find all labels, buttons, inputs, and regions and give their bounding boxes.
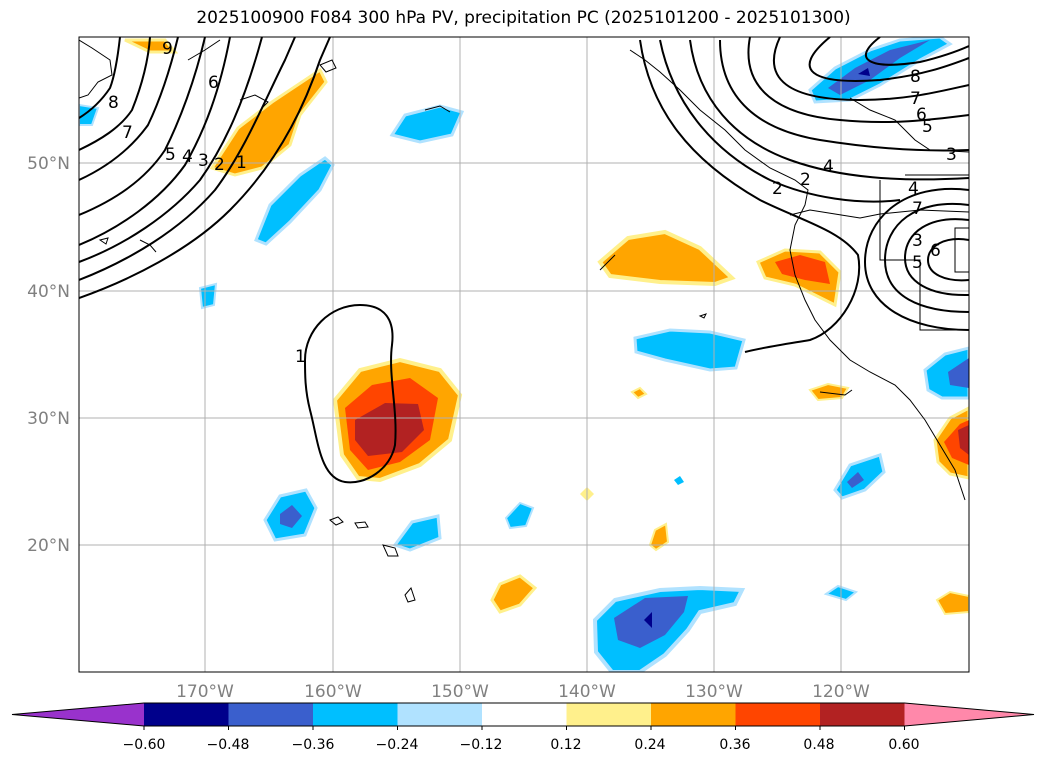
precip-negative-area xyxy=(79,103,100,126)
latitude-labels: 50°N 40°N 30°N 20°N xyxy=(27,154,70,556)
colorbar-segment xyxy=(820,703,905,726)
precip-positive-area xyxy=(355,403,424,456)
lat-tick-label: 40°N xyxy=(27,282,70,302)
lat-tick-label: 50°N xyxy=(27,154,70,174)
colorbar-segment xyxy=(313,703,398,726)
precip-negative-area xyxy=(198,282,218,310)
map-frame xyxy=(78,36,970,673)
colorbar-segment xyxy=(397,703,483,726)
contour-label: 1 xyxy=(236,153,247,173)
contour-label: 8 xyxy=(108,93,119,113)
lon-tick-label: 120°W xyxy=(812,682,870,702)
precip-negative-area xyxy=(858,68,870,76)
map-background xyxy=(79,37,969,672)
pv-contour-labels: 9 8 7 6 5 4 3 2 1 1 2 3 4 5 6 7 8 2 3 4 … xyxy=(108,39,957,367)
coastlines xyxy=(79,39,969,603)
lon-tick-label: 160°W xyxy=(304,682,362,702)
precip-negative-area xyxy=(280,505,302,528)
contour-label: 5 xyxy=(922,117,933,137)
colorbar-segment xyxy=(482,703,567,726)
colorbar-segment xyxy=(651,703,736,726)
precip-positive-area xyxy=(808,382,850,402)
contour-label: 7 xyxy=(122,123,133,143)
contour-label: 4 xyxy=(182,147,193,167)
colorbar-segment xyxy=(144,703,229,726)
lon-tick-label: 130°W xyxy=(685,682,743,702)
contour-label: 6 xyxy=(930,241,941,261)
colorbar-tick-label: 0.12 xyxy=(550,737,581,753)
figure-title: 2025100900 F084 300 hPa PV, precipitatio… xyxy=(196,8,851,28)
precip-positive-area xyxy=(597,229,736,287)
colorbar-tick-label: −0.12 xyxy=(460,737,503,753)
precip-negative-area xyxy=(847,472,864,488)
contour-label: 4 xyxy=(908,179,919,199)
contour-label: 5 xyxy=(912,253,923,273)
contour-label: 7 xyxy=(910,89,921,109)
precip-negative-area xyxy=(392,514,442,552)
colorbar-tick-label: 0.60 xyxy=(888,737,919,753)
contour-label: 2 xyxy=(772,179,783,199)
lon-tick-label: 140°W xyxy=(558,682,616,702)
colorbar-tick-label: 0.36 xyxy=(719,737,750,753)
colorbar-tick-label: 0.24 xyxy=(634,737,665,753)
lat-tick-label: 30°N xyxy=(27,409,70,429)
precip-negative-area xyxy=(389,104,465,144)
colorbar-tick-label: −0.60 xyxy=(123,737,166,753)
precip-positive-area xyxy=(648,522,670,552)
precip-negative-area xyxy=(633,328,746,372)
precip-positive-area xyxy=(775,255,830,284)
colorbar-segment xyxy=(566,703,652,726)
precip-negative-area xyxy=(948,358,969,388)
lon-tick-label: 170°W xyxy=(176,682,234,702)
contour-label: 6 xyxy=(208,73,219,93)
pv-contours xyxy=(79,37,969,484)
precip-positive-area xyxy=(490,574,538,614)
colorbar-tick-label: −0.48 xyxy=(207,737,250,753)
colorbar: −0.60 −0.48 −0.36 −0.24 −0.12 0.12 0.24 … xyxy=(11,702,1035,753)
precip-negative-area xyxy=(674,476,684,485)
contour-label: 3 xyxy=(912,231,923,251)
contour-label: 4 xyxy=(823,157,834,177)
precip-positive-area xyxy=(958,425,969,455)
colorbar-tick-label: 0.48 xyxy=(803,737,834,753)
precip-negative-area xyxy=(644,612,652,628)
longitude-labels: 170°W 160°W 150°W 140°W 130°W 120°W xyxy=(176,682,870,702)
contour-label: 8 xyxy=(910,67,921,87)
contour-label: 3 xyxy=(946,145,957,165)
colorbar-extend-max xyxy=(904,703,1034,726)
colorbar-extend-min xyxy=(12,703,144,726)
lat-tick-label: 20°N xyxy=(27,536,70,556)
contour-label: 9 xyxy=(162,39,173,59)
graticule xyxy=(79,37,969,672)
precip-negative-area xyxy=(504,501,535,530)
colorbar-tick-labels: −0.60 −0.48 −0.36 −0.24 −0.12 0.12 0.24 … xyxy=(123,737,920,753)
colorbar-tick-label: −0.36 xyxy=(292,737,335,753)
precip-positive-area xyxy=(935,590,969,616)
precipitation-shading xyxy=(79,37,969,672)
contour-label: 7 xyxy=(912,199,923,219)
colorbar-segment xyxy=(228,703,314,726)
contour-label: 2 xyxy=(800,170,811,190)
lon-tick-label: 150°W xyxy=(431,682,489,702)
contour-label: 2 xyxy=(214,155,225,175)
contour-label: 1 xyxy=(295,347,306,367)
precip-positive-area xyxy=(630,386,648,400)
contour-label: 3 xyxy=(198,151,209,171)
colorbar-segment xyxy=(735,703,821,726)
colorbar-tick-label: −0.24 xyxy=(376,737,419,753)
contour-label: 5 xyxy=(165,145,176,165)
contour-label: 6 xyxy=(916,105,927,125)
